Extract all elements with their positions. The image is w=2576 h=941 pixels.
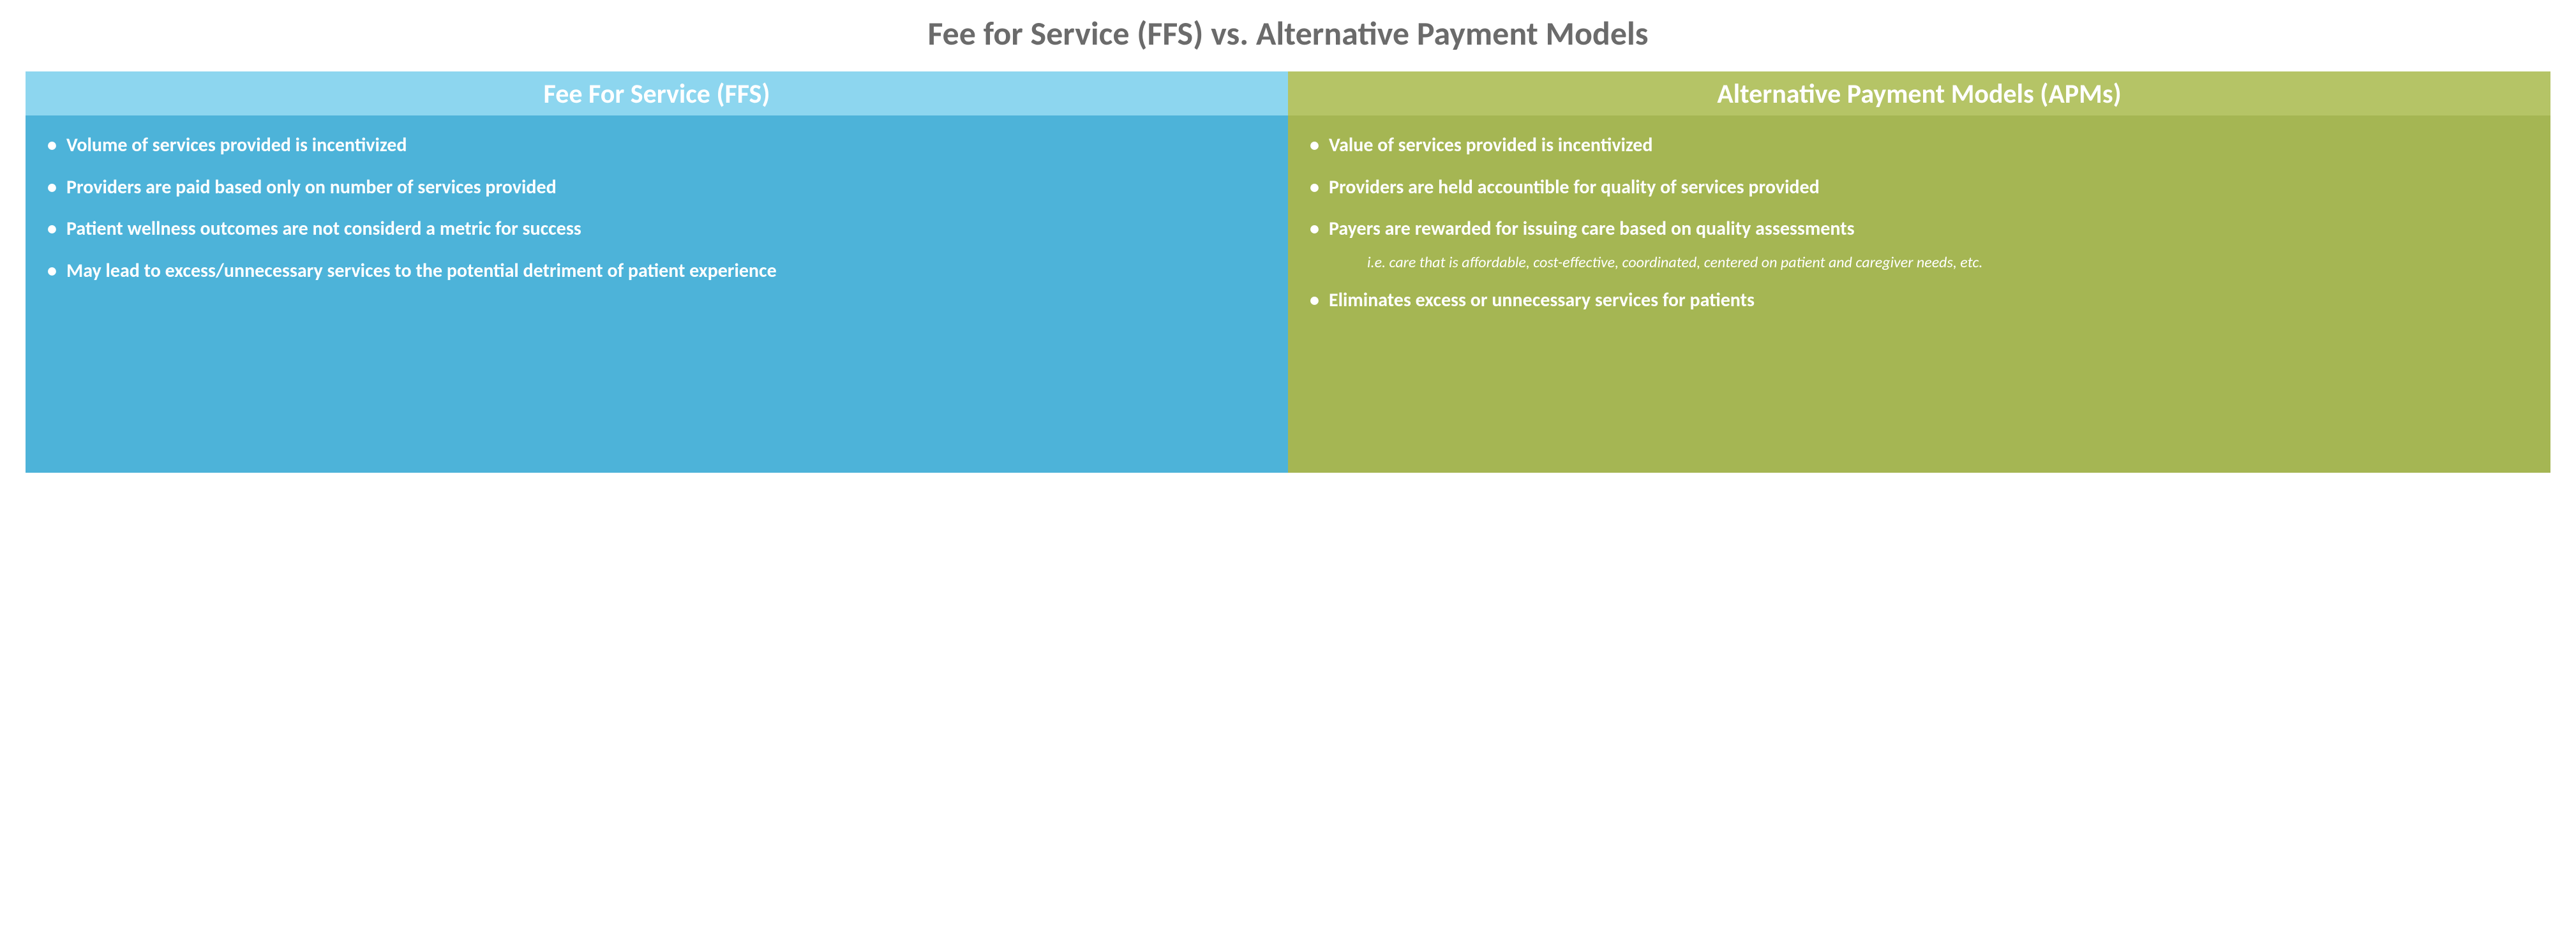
apm-bullet: Providers are held accountible for quali… <box>1310 175 2529 200</box>
apm-body: Value of services provided is incentiviz… <box>1288 115 2550 473</box>
apm-subnote: i.e. care that is affordable, cost-effec… <box>1310 253 2529 273</box>
column-ffs: Fee For Service (FFS) Volume of services… <box>26 71 1288 473</box>
column-apm: Alternative Payment Models (APMs) Value … <box>1288 71 2550 473</box>
apm-bullet: Payers are rewarded for issuing care bas… <box>1310 217 2529 241</box>
apm-bullet: Eliminates excess or unnecessary service… <box>1310 288 2529 313</box>
apm-header: Alternative Payment Models (APMs) <box>1288 71 2550 115</box>
apm-bullet-list: Value of services provided is incentiviz… <box>1310 133 2529 241</box>
ffs-bullet: Volume of services provided is incentivi… <box>47 133 1266 158</box>
ffs-bullet-list: Volume of services provided is incentivi… <box>47 133 1266 283</box>
apm-bullet-list-cont: Eliminates excess or unnecessary service… <box>1310 288 2529 313</box>
ffs-bullet: May lead to excess/unnecessary services … <box>47 259 1266 283</box>
ffs-header: Fee For Service (FFS) <box>26 71 1288 115</box>
apm-bullet: Value of services provided is incentiviz… <box>1310 133 2529 158</box>
page-title: Fee for Service (FFS) vs. Alternative Pa… <box>26 13 2550 54</box>
ffs-bullet: Patient wellness outcomes are not consid… <box>47 217 1266 241</box>
comparison-table: Fee For Service (FFS) Volume of services… <box>26 71 2550 473</box>
ffs-bullet: Providers are paid based only on number … <box>47 175 1266 200</box>
ffs-body: Volume of services provided is incentivi… <box>26 115 1288 473</box>
